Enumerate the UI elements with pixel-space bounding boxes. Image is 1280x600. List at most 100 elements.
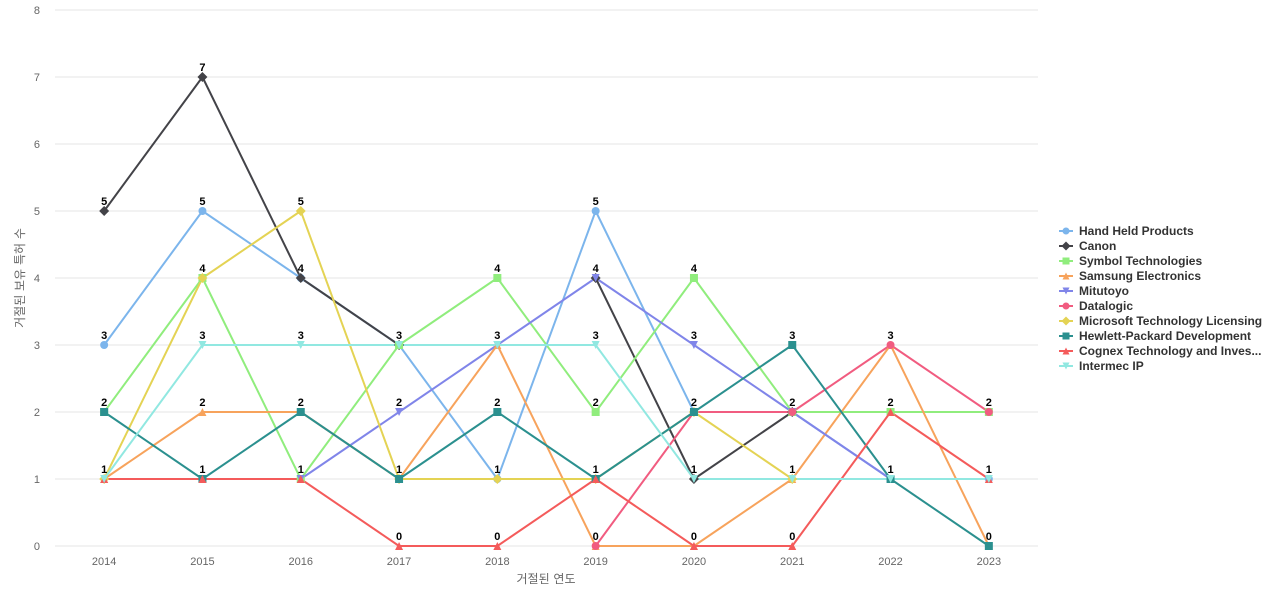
data-point-microsoft-technology-licensing: [197, 273, 208, 283]
series-line-canon: [103, 76, 401, 346]
legend-item[interactable]: Microsoft Technology Licensing: [1059, 314, 1262, 328]
data-point-hand-held-products: [198, 207, 207, 215]
legend-label: Mitutoyo: [1079, 284, 1129, 298]
legend-label: Samsung Electronics: [1079, 269, 1201, 283]
legend-marker: [1062, 272, 1070, 280]
series-lines: [103, 76, 990, 547]
data-label: 4: [593, 263, 600, 275]
data-point-datalogic: [984, 408, 993, 416]
data-label: 0: [789, 531, 795, 543]
data-point-datalogic: [591, 542, 600, 550]
x-tick-label: 2014: [92, 556, 116, 568]
x-axis-title: 거절된 연도: [516, 572, 575, 586]
data-point-intermec-ip: [591, 341, 600, 349]
data-label: 2: [691, 397, 697, 409]
data-point-hand-held-products: [100, 341, 109, 349]
data-point-hewlett-packard-development: [689, 408, 698, 416]
data-label: 1: [986, 464, 992, 476]
data-label: 2: [887, 397, 893, 409]
legend-marker: [1062, 302, 1070, 310]
data-label: 5: [593, 196, 599, 208]
data-label: 1: [199, 464, 205, 476]
legend-item[interactable]: Canon: [1059, 239, 1116, 253]
legend-marker: [1062, 257, 1070, 265]
data-label: 0: [986, 531, 992, 543]
data-label: 2: [789, 397, 795, 409]
data-label: 7: [199, 62, 205, 74]
data-label: 5: [101, 196, 107, 208]
legend-label: Datalogic: [1079, 299, 1133, 313]
legend-item[interactable]: Datalogic: [1059, 299, 1133, 313]
data-point-microsoft-technology-licensing: [295, 206, 306, 216]
data-label: 2: [396, 397, 402, 409]
data-point-samsung-electronics: [198, 408, 207, 416]
y-tick-label: 7: [34, 72, 40, 84]
data-point-intermec-ip: [984, 475, 993, 483]
data-point-intermec-ip: [886, 475, 895, 483]
data-label: 3: [101, 330, 107, 342]
data-point-symbol-technologies: [493, 274, 502, 282]
legend-label: Intermec IP: [1079, 359, 1144, 373]
legend-item[interactable]: Hand Held Products: [1059, 224, 1194, 238]
data-labels: 5 3 2 1 7 5 4 3 2 1 5 4 3 2 1 3 2 1 0 4 3 2 1 0 5 4 3 2 1 0 4 3 2 1 0 3 2 1 0 3…: [101, 62, 992, 543]
series-line-canon: [594, 277, 794, 480]
series-line-intermec-ip: [103, 344, 990, 480]
x-tick-label: 2022: [878, 556, 902, 568]
data-point-hewlett-packard-development: [395, 475, 404, 483]
data-label: 3: [593, 330, 599, 342]
legend-label: Microsoft Technology Licensing: [1079, 314, 1262, 328]
x-tick-label: 2019: [583, 556, 607, 568]
y-tick-label: 2: [34, 407, 40, 419]
data-point-hand-held-products: [591, 207, 600, 215]
data-label: 1: [691, 464, 697, 476]
data-point-symbol-technologies: [591, 408, 600, 416]
data-point-cognex-technology-and-inves: [886, 408, 895, 416]
data-point-intermec-ip: [788, 475, 797, 483]
data-point-cognex-technology-and-inves: [591, 475, 600, 483]
legend-marker: [1062, 227, 1070, 235]
x-tick-label: 2015: [190, 556, 214, 568]
legend-label: Hewlett-Packard Development: [1079, 329, 1251, 343]
legend-item[interactable]: Hewlett-Packard Development: [1059, 329, 1251, 343]
legend-item[interactable]: Samsung Electronics: [1059, 269, 1201, 283]
data-point-intermec-ip: [493, 341, 502, 349]
data-point-cognex-technology-and-inves: [788, 542, 797, 550]
data-point-intermec-ip: [689, 475, 698, 483]
data-label: 4: [691, 263, 698, 275]
data-label: 3: [199, 330, 205, 342]
data-label: 2: [298, 397, 304, 409]
data-point-symbol-technologies: [689, 274, 698, 282]
series-line-symbol-technologies: [103, 277, 990, 480]
y-tick-label: 0: [34, 541, 40, 553]
data-label: 1: [494, 464, 500, 476]
data-label: 4: [494, 263, 501, 275]
data-point-hewlett-packard-development: [493, 408, 502, 416]
series-line-hewlett-packard-development: [103, 344, 990, 547]
legend-item[interactable]: Intermec IP: [1059, 359, 1144, 373]
legend-marker: [1061, 316, 1071, 326]
legend-item[interactable]: Symbol Technologies: [1059, 254, 1202, 268]
y-tick-label: 1: [34, 474, 40, 486]
data-label: 1: [298, 464, 304, 476]
data-label: 5: [199, 196, 205, 208]
legend-label: Canon: [1079, 239, 1116, 253]
legend-item[interactable]: Cognex Technology and Inves...: [1059, 344, 1261, 358]
series-line-datalogic: [594, 344, 990, 547]
x-tick-label: 2020: [682, 556, 706, 568]
data-label: 1: [593, 464, 599, 476]
y-axis-ticks: 0 1 2 3 4 5 6 7 8: [34, 5, 40, 553]
data-label: 2: [199, 397, 205, 409]
data-point-mitutoyo: [689, 341, 698, 349]
data-label: 2: [986, 397, 992, 409]
data-point-canon: [197, 72, 208, 82]
legend-label: Cognex Technology and Inves...: [1079, 344, 1261, 358]
data-point-hewlett-packard-development: [296, 408, 305, 416]
data-point-cognex-technology-and-inves: [689, 542, 698, 550]
legend-item[interactable]: Mitutoyo: [1059, 284, 1129, 298]
x-tick-label: 2017: [387, 556, 411, 568]
x-tick-label: 2021: [780, 556, 804, 568]
x-tick-label: 2016: [289, 556, 313, 568]
data-point-mitutoyo: [395, 408, 404, 416]
